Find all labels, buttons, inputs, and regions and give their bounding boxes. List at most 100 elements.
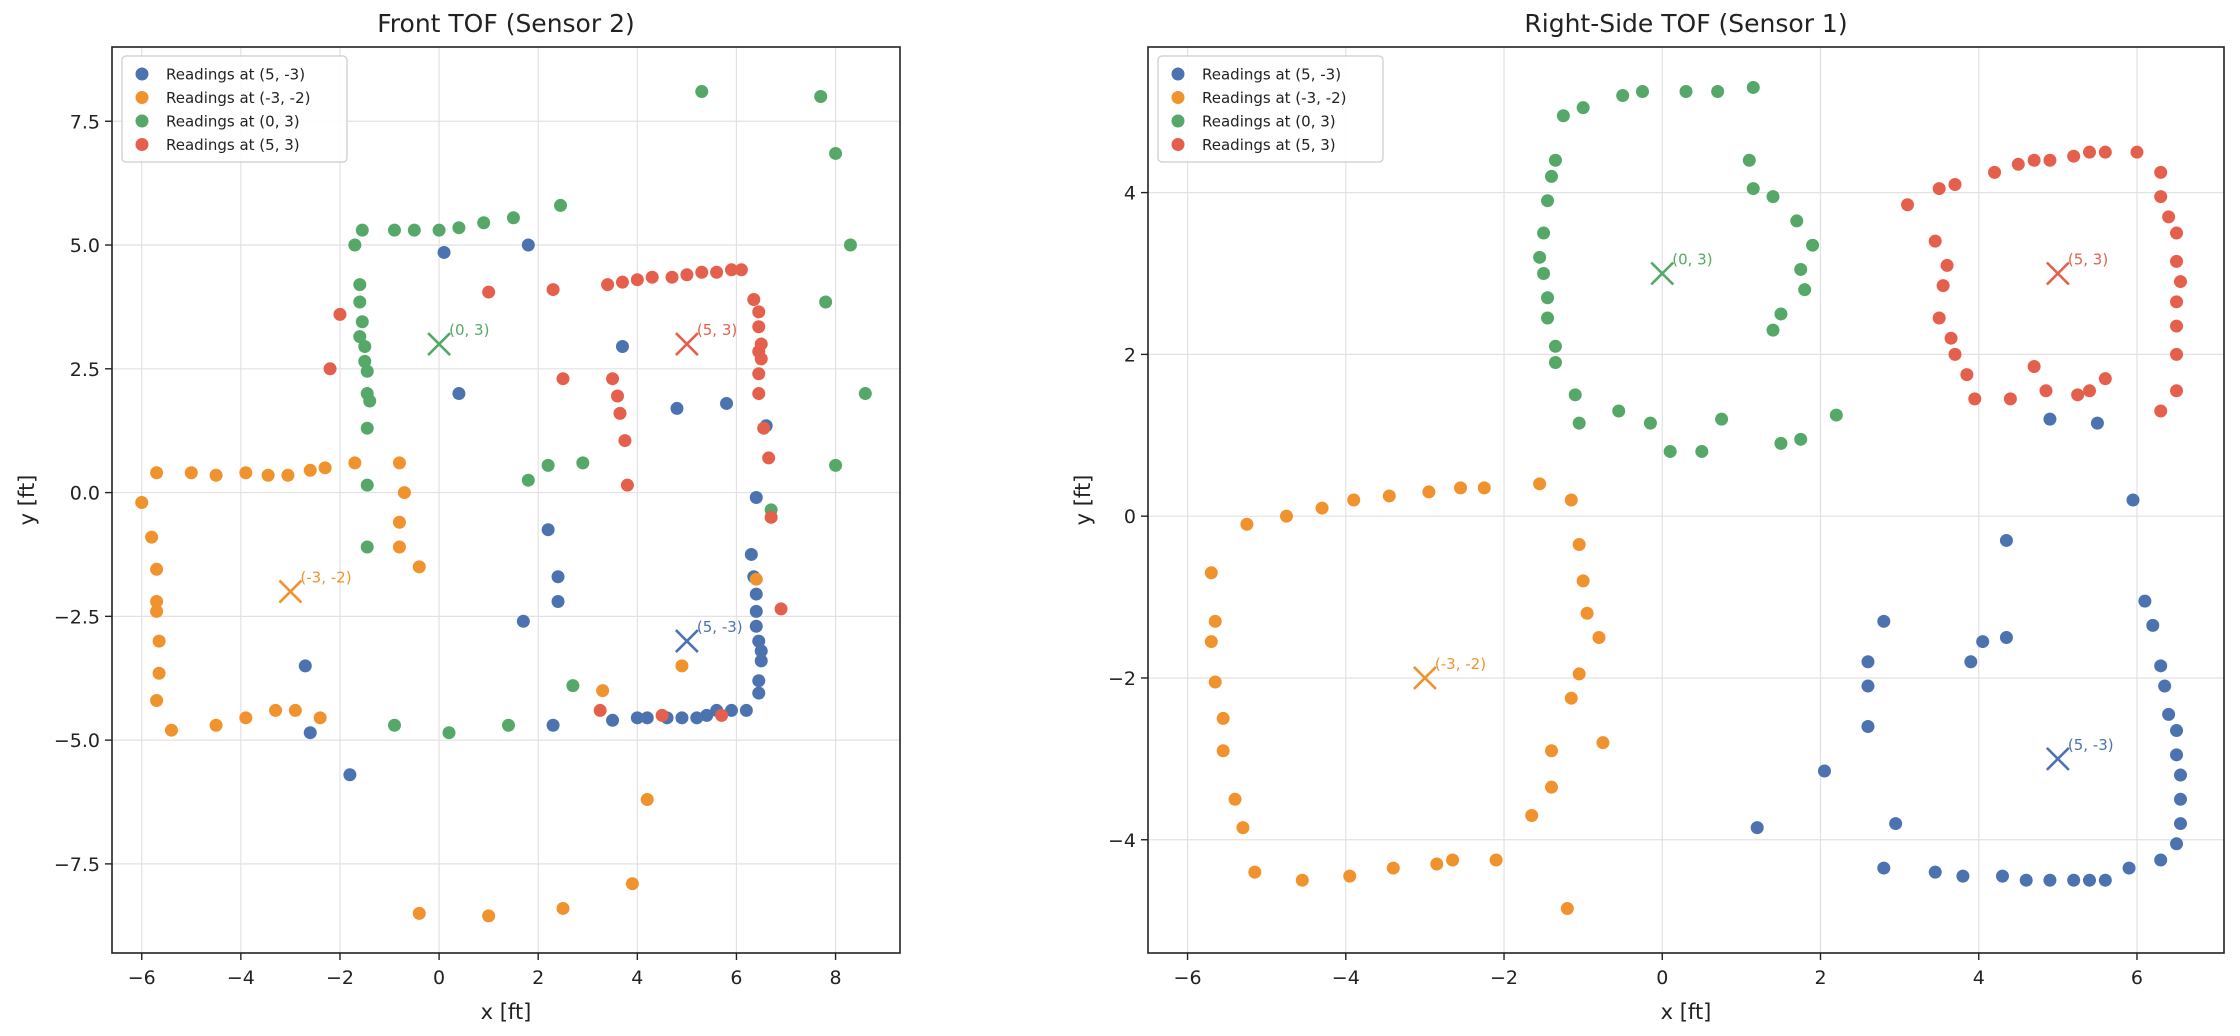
- data-point: [145, 530, 159, 544]
- data-point: [333, 307, 347, 321]
- x-tick-label: 0: [1656, 967, 1668, 989]
- target-marker: (5, 3): [674, 321, 737, 356]
- data-point: [323, 362, 337, 376]
- data-point: [1572, 416, 1586, 430]
- data-point: [829, 458, 843, 472]
- data-point: [593, 703, 607, 717]
- x-tick-label: −4: [227, 967, 255, 989]
- x-tick-label: 2: [1814, 967, 1826, 989]
- data-point: [749, 587, 763, 601]
- legend-marker: [1171, 91, 1185, 104]
- x-axis-label: x [ft]: [1661, 1000, 1712, 1024]
- data-point: [1995, 869, 2009, 883]
- data-point: [152, 634, 166, 648]
- data-point: [829, 146, 843, 160]
- data-point: [1572, 667, 1586, 681]
- data-point: [2083, 384, 2096, 398]
- data-point: [749, 619, 763, 633]
- data-point: [675, 659, 689, 673]
- data-point: [630, 273, 644, 287]
- data-point: [1489, 853, 1503, 867]
- data-point: [695, 265, 709, 279]
- data-point: [2154, 853, 2168, 867]
- data-point: [757, 421, 771, 435]
- data-point: [2067, 149, 2081, 163]
- data-point: [1643, 416, 1657, 430]
- data-point: [521, 238, 535, 252]
- data-point: [348, 238, 362, 252]
- data-point: [2170, 837, 2184, 851]
- data-point: [1806, 238, 1820, 252]
- data-point: [1216, 711, 1230, 725]
- y-tick-label: 2.5: [70, 359, 100, 381]
- data-point: [1454, 481, 1468, 495]
- data-point: [1248, 865, 1262, 879]
- chart-2: (5, -3) (-3, -2) (0, 3) (5, 3) −6 −4 −2 0 2 4 6 −4 −…: [1071, 9, 2225, 1024]
- data-point: [442, 726, 456, 740]
- x-tick-label: 4: [631, 967, 643, 989]
- data-point: [1343, 869, 1357, 883]
- series-1: [1750, 412, 2187, 887]
- data-point: [2170, 384, 2184, 398]
- data-point: [752, 674, 766, 688]
- data-point: [482, 909, 496, 923]
- data-point: [392, 540, 406, 554]
- data-point: [2098, 145, 2112, 159]
- y-tick-label: 5.0: [70, 235, 100, 257]
- legend-label: Readings at (5, 3): [166, 136, 300, 154]
- data-point: [355, 223, 369, 237]
- data-point: [355, 315, 369, 329]
- data-point: [239, 466, 253, 480]
- data-point: [150, 604, 164, 618]
- data-point: [437, 245, 451, 259]
- data-point: [2027, 360, 2041, 374]
- data-point: [298, 659, 312, 673]
- data-point: [2019, 873, 2033, 887]
- data-point: [1932, 182, 1946, 196]
- x-tick-label: 6: [2131, 967, 2143, 989]
- data-point: [363, 394, 377, 408]
- data-point: [135, 495, 149, 509]
- data-point: [655, 708, 669, 722]
- data-point: [1446, 853, 1460, 867]
- y-tick-label: 0.0: [70, 483, 100, 505]
- legend: Readings at (5, -3) Readings at (-3, -2) R…: [1157, 55, 1384, 163]
- y-tick-label: −2.5: [54, 606, 100, 628]
- data-point: [2067, 873, 2081, 887]
- data-point: [752, 320, 766, 334]
- data-point: [1964, 655, 1978, 669]
- data-point: [1940, 258, 1954, 272]
- data-point: [752, 686, 766, 700]
- data-point: [1679, 84, 1693, 98]
- data-point: [360, 421, 374, 435]
- data-point: [313, 711, 327, 725]
- legend-marker: [135, 114, 149, 128]
- data-point: [358, 340, 372, 354]
- legend-marker: [135, 91, 149, 104]
- data-point: [752, 387, 766, 401]
- data-point: [744, 547, 758, 561]
- data-point: [1564, 691, 1578, 705]
- data-point: [1541, 194, 1555, 208]
- series-3: [348, 85, 872, 740]
- data-point: [1663, 444, 1677, 458]
- data-point: [239, 711, 253, 725]
- data-point: [1999, 533, 2013, 547]
- data-point: [152, 666, 166, 680]
- data-point: [303, 726, 317, 740]
- data-point: [695, 85, 709, 99]
- data-point: [615, 275, 629, 289]
- data-point: [1208, 675, 1222, 689]
- data-point: [764, 510, 778, 524]
- data-point: [477, 216, 491, 230]
- data-point: [1960, 368, 1974, 382]
- data-point: [1592, 631, 1606, 645]
- data-point: [1766, 190, 1780, 204]
- data-point: [1208, 614, 1222, 628]
- target-label: (0, 3): [1672, 251, 1712, 269]
- data-point: [754, 644, 768, 658]
- legend-label: Readings at (0, 3): [166, 113, 300, 131]
- target-x-stroke: [2045, 746, 2070, 771]
